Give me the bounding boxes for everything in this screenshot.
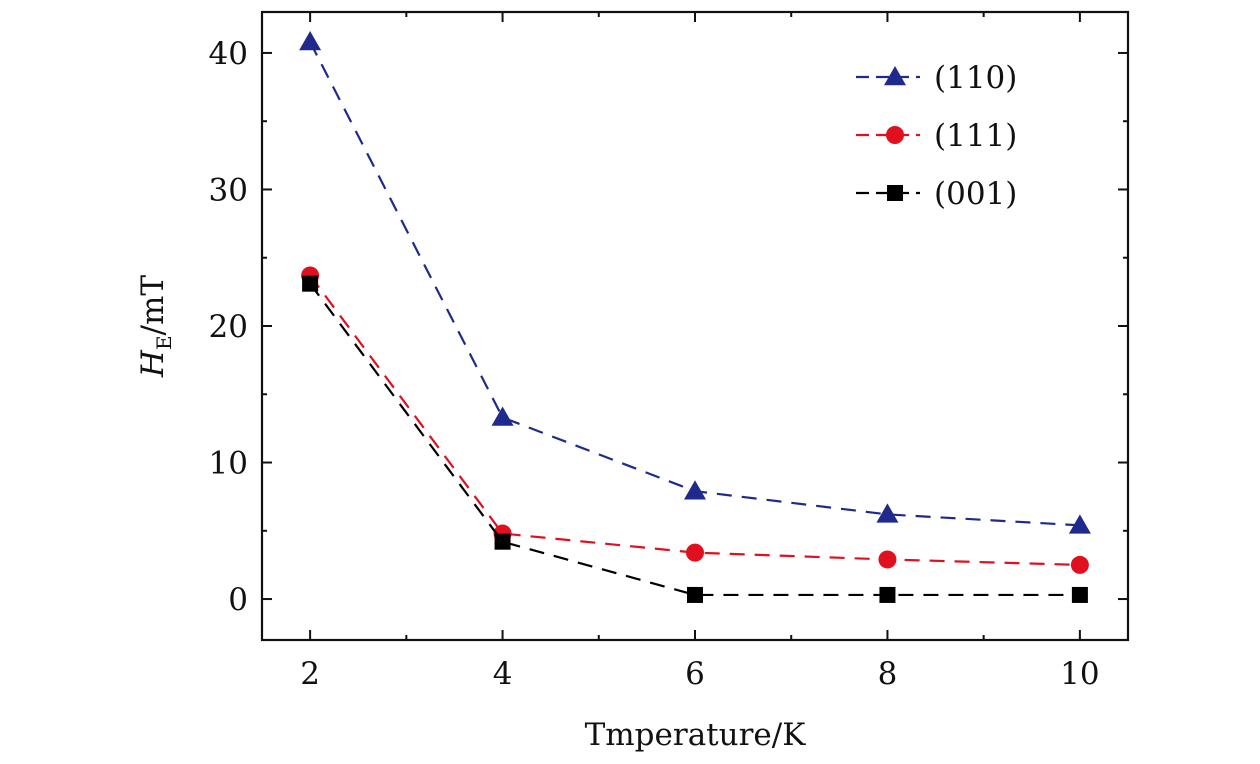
x-tick-label: 2	[300, 656, 320, 692]
legend-item: (001)	[856, 176, 1017, 212]
data-point	[1068, 514, 1091, 534]
y-tick-label: 20	[209, 309, 248, 345]
series-layer	[299, 31, 1091, 603]
series-0	[299, 31, 1091, 534]
x-tick-label: 4	[493, 656, 513, 692]
data-point	[687, 586, 703, 603]
series-line	[309, 283, 1080, 597]
series-line	[309, 41, 1080, 527]
data-point	[878, 550, 897, 569]
axis-ticks: 2 4 6 8 10 0 10 20 30 40	[209, 12, 1128, 692]
data-point	[879, 586, 896, 603]
y-tick-label: 10	[209, 446, 248, 482]
data-point	[686, 543, 704, 562]
x-tick-label: 10	[1060, 656, 1099, 692]
y-axis-unit: /mT	[135, 275, 171, 336]
data-point	[491, 406, 514, 426]
data-point	[684, 480, 706, 500]
data-point	[876, 503, 899, 523]
legend-marker	[887, 185, 903, 201]
data-point	[494, 533, 511, 550]
legend-item: (111)	[856, 118, 1017, 154]
legend-item: (110)	[856, 60, 1017, 96]
y-axis-symbol: H	[135, 349, 171, 378]
y-tick-label: 30	[209, 172, 248, 208]
x-tick-label: 6	[685, 656, 705, 692]
series-2	[302, 275, 1088, 603]
series-1	[301, 266, 1089, 574]
y-tick-label: 0	[228, 582, 248, 618]
legend-label: (111)	[934, 118, 1017, 154]
legend-marker	[884, 66, 906, 86]
legend-label: (110)	[934, 60, 1017, 96]
plot-frame	[260, 10, 1130, 642]
series-line	[309, 274, 1080, 567]
data-point	[299, 31, 322, 51]
x-axis-title: Tmperature/K	[585, 717, 807, 753]
y-axis-title: HE/mT	[135, 275, 176, 378]
data-point	[302, 275, 319, 292]
legend: (110) (111) (001)	[856, 60, 1017, 212]
x-tick-label: 8	[878, 656, 898, 692]
legend-label: (001)	[934, 176, 1017, 212]
legend-marker	[886, 126, 904, 144]
data-point	[1070, 555, 1089, 574]
y-axis-subscript: E	[152, 335, 176, 350]
data-point	[1071, 586, 1088, 603]
y-tick-label: 40	[209, 36, 248, 72]
